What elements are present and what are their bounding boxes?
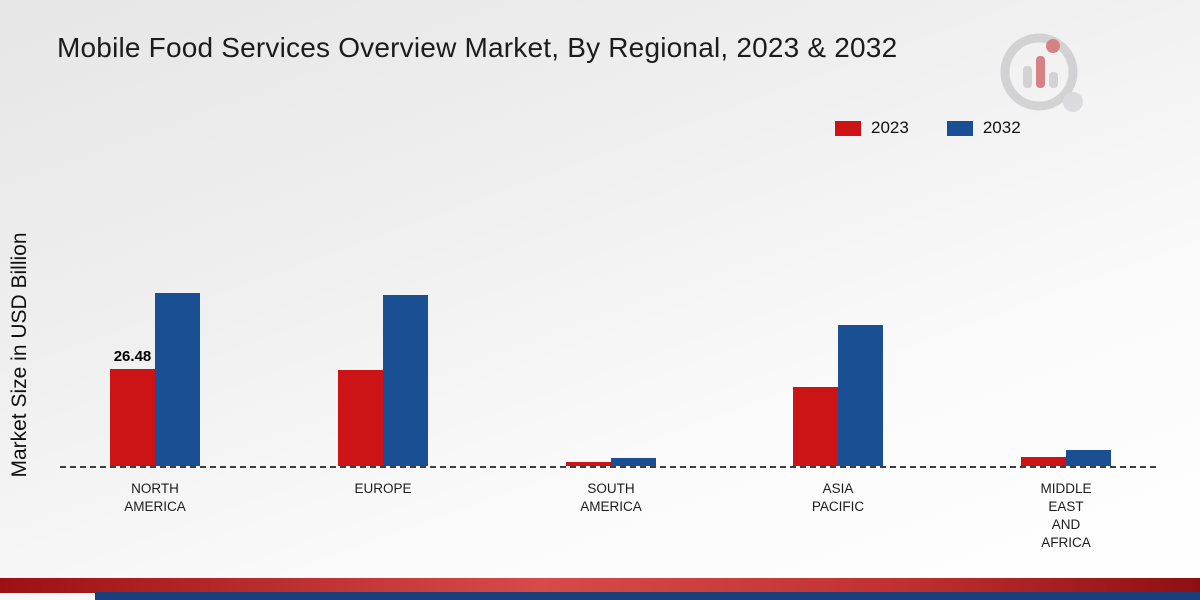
- bar-2032-asia-pacific: [838, 325, 883, 466]
- bar-2023-south-america: [566, 462, 611, 466]
- legend: 2023 2032: [835, 118, 1021, 138]
- bar-2023-europe: [338, 370, 383, 466]
- legend-item-2023: 2023: [835, 118, 909, 138]
- bar-2032-north-america: [155, 293, 200, 466]
- legend-label-2023: 2023: [871, 118, 909, 137]
- bar-2023-middle-east-and-africa: [1021, 457, 1066, 466]
- bar-2023-asia-pacific: [793, 387, 838, 466]
- bottom-red-strip: [0, 578, 1200, 593]
- x-tick-label-middle-east-and-africa: MIDDLE EAST AND AFRICA: [1040, 481, 1092, 550]
- bottom-blue-strip: [95, 592, 1200, 600]
- x-tick-label-europe: EUROPE: [354, 481, 412, 496]
- legend-label-2032: 2032: [982, 118, 1021, 137]
- bar-2032-south-america: [611, 458, 656, 466]
- x-tick-label-north-america: NORTH AMERICA: [124, 481, 186, 514]
- legend-swatch-2032: [946, 120, 973, 136]
- x-axis-baseline: [60, 466, 1156, 468]
- legend-item-2032: 2032: [946, 118, 1021, 138]
- bar-2023-north-america: [110, 369, 155, 466]
- x-tick-label-asia-pacific: ASIA PACIFIC: [811, 481, 865, 514]
- data-label-2023-north-america: 26.48: [113, 348, 152, 366]
- bar-2032-europe: [383, 295, 428, 466]
- chart-title: Mobile Food Services Overview Market, By…: [57, 32, 898, 63]
- mrfr-logo-graphic: [1000, 33, 1083, 112]
- x-tick-label-south-america: SOUTH AMERICA: [580, 481, 642, 514]
- legend-swatch-2023: [835, 120, 861, 136]
- bar-2032-middle-east-and-africa: [1066, 450, 1111, 466]
- mrfr-logo: [995, 32, 1090, 117]
